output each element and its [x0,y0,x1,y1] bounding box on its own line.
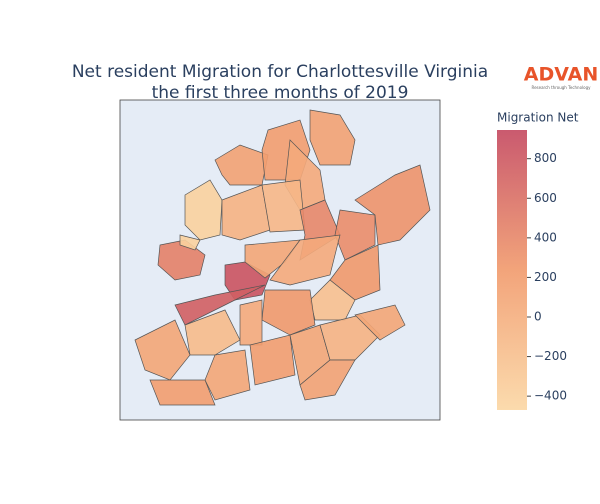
region [309,109,356,166]
region [174,284,266,326]
region [261,179,306,233]
region [334,209,376,261]
logo: ADVAN [524,64,599,86]
colorbar-tick-label: 200 [534,270,557,284]
region [204,349,251,401]
region [354,164,431,246]
region [319,314,381,361]
colorbar-tick-label: −400 [534,389,567,403]
colorbar-tick-label: 0 [534,309,542,323]
region [134,319,191,381]
colorbar-tick-label: −200 [534,349,567,363]
region [184,179,223,241]
region [184,309,241,356]
region [179,234,201,251]
region [354,304,406,341]
chart-subtitle: the first three months of 2019 [152,83,409,103]
region [244,239,301,279]
colorbar-tick-label: 800 [534,151,557,165]
region [249,334,296,386]
region [149,379,216,406]
region [329,244,381,301]
colorbar-tick-label: 600 [534,191,557,205]
colorbar-tick-label: 400 [534,230,557,244]
colorbar-title: Migration Net [497,111,579,125]
chart-title: Net resident Migration for Charlottesvil… [72,62,488,82]
colorbar [497,130,527,410]
logo-tagline: Research through Technology [531,85,591,90]
region [261,289,316,336]
region [221,184,271,241]
region [309,279,356,321]
region [299,359,356,401]
region [269,234,341,286]
region [239,299,263,346]
